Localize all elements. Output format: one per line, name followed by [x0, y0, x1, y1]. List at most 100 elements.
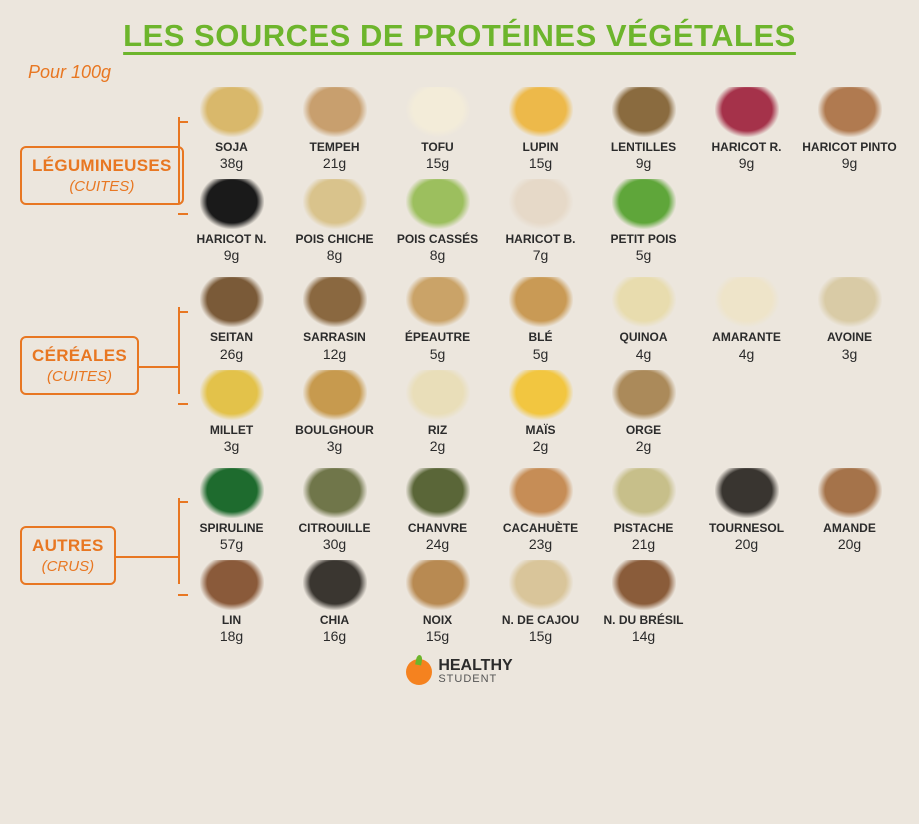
food-item: ÉPEAUTRE5g: [386, 277, 489, 361]
food-image: [406, 370, 470, 420]
food-item: HARICOT R.9g: [695, 87, 798, 171]
food-image: [612, 87, 676, 137]
food-value: 2g: [430, 438, 446, 454]
food-name: HARICOT N.: [197, 233, 267, 246]
food-value: 38g: [220, 155, 243, 171]
category-section: CÉRÉALES(CUITES)SEITAN26gSARRASIN12gÉPEA…: [20, 277, 899, 453]
food-name: NOIX: [423, 614, 452, 627]
food-name: N. DE CAJOU: [502, 614, 579, 627]
brand-name: HEALTHY: [438, 658, 512, 674]
food-grid: SPIRULINE57gCITROUILLE30gCHANVRE24gCACAH…: [180, 468, 901, 644]
food-item: POIS CHICHE8g: [283, 179, 386, 263]
food-image: [715, 87, 779, 137]
food-image: [509, 468, 573, 518]
food-item: MAÏS2g: [489, 370, 592, 454]
food-row: SPIRULINE57gCITROUILLE30gCHANVRE24gCACAH…: [180, 468, 901, 552]
food-image: [200, 179, 264, 229]
food-row: MILLET3g BOULGHOUR3gRIZ2gMAÏS2g ORGE 2g: [180, 370, 901, 454]
category-box: CÉRÉALES (CUITES): [20, 336, 139, 395]
food-value: 15g: [529, 628, 552, 644]
food-name: LENTILLES: [611, 141, 676, 154]
food-name: TEMPEH: [309, 141, 359, 154]
food-image: [818, 87, 882, 137]
food-row: HARICOT N.9g POIS CHICHE8g POIS CASSÉS8g HA…: [180, 179, 901, 263]
food-value: 21g: [323, 155, 346, 171]
food-image: [406, 179, 470, 229]
food-image: [509, 87, 573, 137]
food-value: 23g: [529, 536, 552, 552]
food-image: [715, 277, 779, 327]
food-value: 57g: [220, 536, 243, 552]
food-item: BOULGHOUR3g: [283, 370, 386, 454]
food-image: [200, 87, 264, 137]
food-name: PISTACHE: [614, 522, 674, 535]
food-image: [303, 87, 367, 137]
food-name: POIS CASSÉS: [397, 233, 478, 246]
food-item: HARICOT B.7g: [489, 179, 592, 263]
food-value: 18g: [220, 628, 243, 644]
category-name: CÉRÉALES: [32, 346, 127, 366]
food-value: 5g: [533, 346, 549, 362]
food-image: [303, 370, 367, 420]
food-name: TOFU: [421, 141, 453, 154]
food-value: 20g: [838, 536, 861, 552]
serving-size: Pour 100g: [28, 62, 899, 83]
food-item: AMARANTE4g: [695, 277, 798, 361]
food-item: QUINOA 4g: [592, 277, 695, 361]
food-value: 5g: [636, 247, 652, 263]
food-name: MILLET: [210, 424, 253, 437]
brand-logo-icon: [406, 659, 432, 685]
food-name: SOJA: [215, 141, 248, 154]
food-image: [406, 468, 470, 518]
food-value: 8g: [430, 247, 446, 263]
food-item: SPIRULINE57g: [180, 468, 283, 552]
food-item: TEMPEH21g: [283, 87, 386, 171]
category-state: (CUITES): [32, 368, 127, 385]
food-item: N. DE CAJOU15g: [489, 560, 592, 644]
food-value: 3g: [842, 346, 858, 362]
category-state: (CRUS): [32, 558, 104, 575]
food-name: ÉPEAUTRE: [405, 331, 470, 344]
food-image: [612, 468, 676, 518]
food-grid: SOJA38gTEMPEH21gTOFU15gLUPIN15gLENTILLES…: [180, 87, 901, 263]
food-item: RIZ2g: [386, 370, 489, 454]
food-value: 14g: [632, 628, 655, 644]
food-value: 15g: [426, 628, 449, 644]
food-name: SEITAN: [210, 331, 253, 344]
category-section: LÉGUMINEUSES(CUITES) SOJA38g TEMPEH21g TOFU…: [20, 87, 899, 263]
food-value: 7g: [533, 247, 549, 263]
food-value: 26g: [220, 346, 243, 362]
food-image: [200, 468, 264, 518]
category-box: LÉGUMINEUSES(CUITES): [20, 146, 184, 205]
food-item: PISTACHE21g: [592, 468, 695, 552]
food-item: CHIA16g: [283, 560, 386, 644]
food-row: LIN18gCHIA16gNOIX15gN. DE CAJOU15gN. DU …: [180, 560, 901, 644]
food-item: PETIT POIS5g: [592, 179, 695, 263]
food-name: PETIT POIS: [610, 233, 676, 246]
food-value: 20g: [735, 536, 758, 552]
food-item: HARICOT PINTO9g: [798, 87, 901, 171]
food-name: BOULGHOUR: [295, 424, 374, 437]
food-item: BLÉ5g: [489, 277, 592, 361]
food-image: [612, 560, 676, 610]
food-name: ORGE: [626, 424, 661, 437]
food-name: QUINOA: [620, 331, 668, 344]
food-item: N. DU BRÉSIL14g: [592, 560, 695, 644]
food-value: 15g: [426, 155, 449, 171]
food-image: [818, 468, 882, 518]
food-value: 9g: [636, 155, 652, 171]
food-value: 3g: [224, 438, 240, 454]
food-image: [200, 277, 264, 327]
food-image: [612, 277, 676, 327]
footer: HEALTHY STUDENT: [20, 658, 899, 685]
food-item: AMANDE20g: [798, 468, 901, 552]
food-value: 9g: [224, 247, 240, 263]
food-name: HARICOT PINTO: [802, 141, 896, 154]
food-name: POIS CHICHE: [295, 233, 373, 246]
category-box: AUTRES(CRUS): [20, 526, 116, 585]
food-name: N. DU BRÉSIL: [603, 614, 683, 627]
food-value: 15g: [529, 155, 552, 171]
food-image: [509, 560, 573, 610]
food-value: 4g: [636, 346, 652, 362]
food-name: MAÏS: [526, 424, 556, 437]
